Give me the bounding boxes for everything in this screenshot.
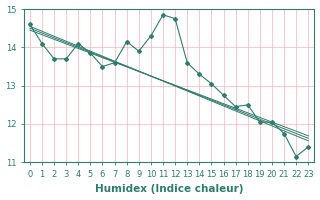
X-axis label: Humidex (Indice chaleur): Humidex (Indice chaleur): [95, 184, 243, 194]
